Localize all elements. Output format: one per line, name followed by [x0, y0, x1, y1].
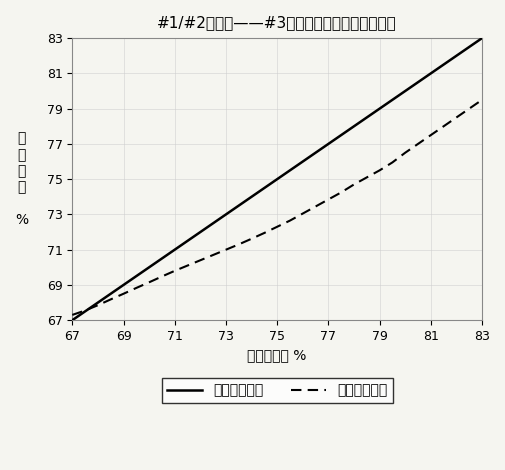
实际进汽流量 [313, 204, 319, 209]
实际进汽流量 [402, 150, 408, 156]
实际进汽流量 [184, 263, 190, 268]
实际进汽流量 [428, 132, 434, 138]
实际进汽流量 [389, 160, 395, 165]
实际进汽流量 [364, 174, 370, 180]
X-axis label: 总阀位指令 %: 总阀位指令 % [247, 348, 307, 362]
Title: #1/#2调节阀——#3调节阀重叠区域流量线性度: #1/#2调节阀——#3调节阀重叠区域流量线性度 [157, 15, 397, 30]
实际进汽流量 [95, 302, 101, 308]
实际进汽流量 [377, 167, 383, 173]
实际进汽流量 [262, 230, 268, 236]
实际进汽流量 [146, 280, 152, 285]
实际进汽流量 [108, 297, 114, 302]
实际进汽流量 [197, 258, 204, 263]
实际进汽流量 [338, 189, 344, 195]
实际进汽流量 [441, 124, 447, 129]
实际进汽流量 [415, 141, 421, 147]
实际进汽流量 [351, 181, 357, 187]
实际进汽流量 [287, 218, 293, 223]
实际进汽流量 [121, 291, 127, 297]
实际进汽流量 [479, 97, 485, 102]
实际进汽流量 [248, 236, 255, 242]
实际进汽流量 [453, 115, 460, 120]
Legend: 标准进汽流量, 实际进汽流量: 标准进汽流量, 实际进汽流量 [162, 378, 393, 403]
Line: 实际进汽流量: 实际进汽流量 [72, 100, 482, 315]
实际进汽流量 [172, 268, 178, 274]
实际进汽流量 [325, 196, 331, 202]
实际进汽流量 [210, 252, 216, 258]
实际进汽流量 [159, 274, 165, 279]
实际进汽流量 [69, 312, 75, 318]
实际进汽流量 [274, 224, 280, 229]
实际进汽流量 [300, 211, 306, 216]
实际进汽流量 [466, 106, 472, 111]
实际进汽流量 [82, 308, 88, 313]
Y-axis label: 进
汽
流
量

%: 进 汽 流 量 % [15, 132, 28, 227]
实际进汽流量 [236, 242, 242, 247]
实际进汽流量 [133, 285, 139, 291]
实际进汽流量 [223, 247, 229, 252]
